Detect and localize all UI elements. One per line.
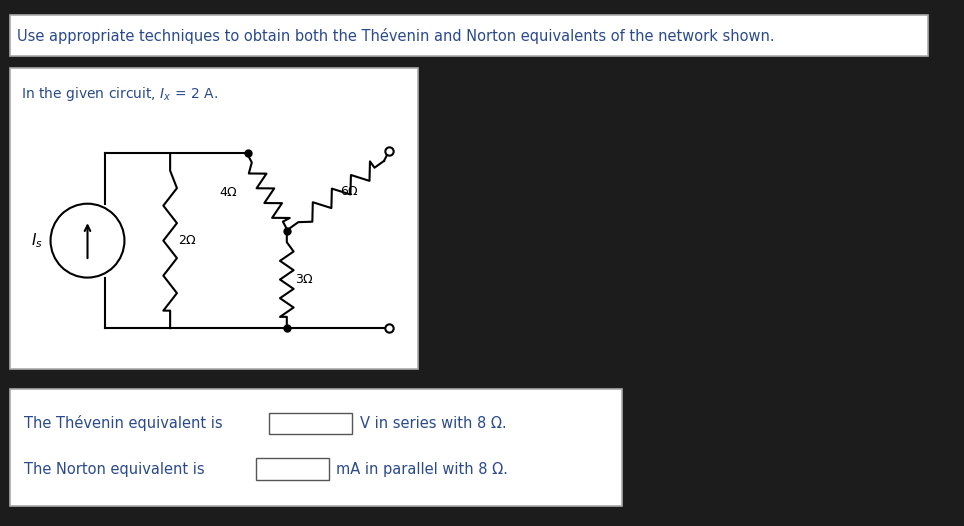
FancyBboxPatch shape <box>269 413 352 434</box>
FancyBboxPatch shape <box>255 459 329 480</box>
Text: 4$\Omega$: 4$\Omega$ <box>219 186 238 198</box>
Text: In the given circuit, $I_x$ = 2 A.: In the given circuit, $I_x$ = 2 A. <box>21 85 219 103</box>
Text: The Thévenin equivalent is: The Thévenin equivalent is <box>24 416 223 431</box>
Text: $I_s$: $I_s$ <box>31 231 42 250</box>
FancyBboxPatch shape <box>10 67 418 369</box>
Text: The Norton equivalent is: The Norton equivalent is <box>24 462 205 477</box>
Text: 3$\Omega$: 3$\Omega$ <box>295 273 313 286</box>
FancyBboxPatch shape <box>10 15 928 56</box>
Text: 6$\Omega$: 6$\Omega$ <box>340 185 360 198</box>
FancyBboxPatch shape <box>10 389 622 506</box>
Text: Use appropriate techniques to obtain both the Thévenin and Norton equivalents of: Use appropriate techniques to obtain bot… <box>17 28 775 45</box>
Text: 2$\Omega$: 2$\Omega$ <box>178 234 197 247</box>
Text: mA in parallel with 8 Ω.: mA in parallel with 8 Ω. <box>336 462 508 477</box>
Text: V in series with 8 Ω.: V in series with 8 Ω. <box>360 416 506 431</box>
